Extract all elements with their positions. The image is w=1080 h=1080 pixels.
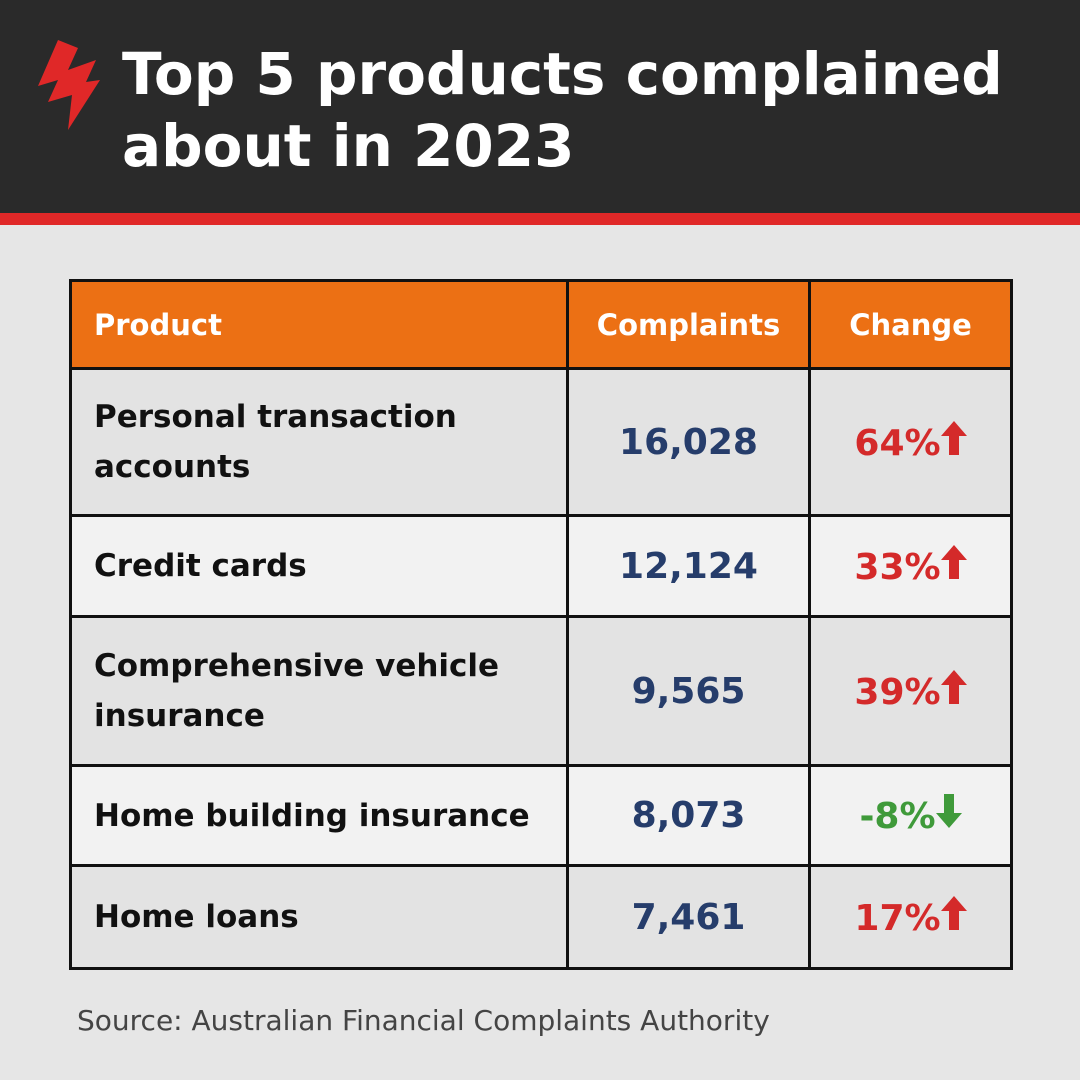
title: Top 5 products complained about in 2023 — [122, 40, 1003, 180]
header-stripe — [0, 213, 1080, 225]
header-bar — [0, 0, 1080, 213]
table-row: Home building insurance 8,073 -8% — [69, 764, 1013, 867]
source-note: Source: Australian Financial Complaints … — [77, 1004, 770, 1037]
logo — [38, 40, 100, 130]
product-cell: Credit cards — [69, 514, 569, 618]
column-header: Change — [808, 279, 1013, 370]
change-cell: -8% — [808, 764, 1013, 867]
change-text: -8% — [859, 796, 936, 837]
product-cell: Home loans — [69, 864, 569, 970]
table-row: Home loans 7,461 17% — [69, 864, 1013, 970]
complaints-cell: 16,028 — [566, 367, 811, 517]
table-row: Comprehensive vehicle insurance 9,565 39… — [69, 615, 1013, 767]
change-cell: 39% — [808, 615, 1013, 767]
change-text: 64% — [854, 422, 941, 464]
complaints-cell: 12,124 — [566, 514, 811, 618]
column-header: Product — [69, 279, 569, 370]
change-cell: 17% — [808, 864, 1013, 970]
complaints-cell: 9,565 — [566, 615, 811, 767]
complaints-table: Product Complaints Change Personal trans… — [69, 279, 1013, 970]
column-header: Complaints — [566, 279, 811, 370]
arrow-down — [935, 794, 962, 828]
change-text: 39% — [854, 671, 941, 713]
arrow-up — [940, 544, 967, 579]
arrow-up — [940, 895, 967, 930]
arrow-up — [940, 420, 967, 455]
product-cell: Comprehensive vehicle insurance — [69, 615, 569, 767]
change-text: 33% — [854, 546, 941, 588]
product-cell: Home building insurance — [69, 764, 569, 867]
table-row: Credit cards 12,124 33% — [69, 514, 1013, 618]
change-cell: 64% — [808, 367, 1013, 517]
arrow-up — [940, 669, 967, 704]
product-cell: Personal transaction accounts — [69, 367, 569, 517]
complaints-cell: 7,461 — [566, 864, 811, 970]
table-row: Personal transaction accounts 16,028 64% — [69, 367, 1013, 517]
complaints-cell: 8,073 — [566, 764, 811, 867]
header-row: Product Complaints Change — [69, 279, 1013, 370]
change-text: 17% — [854, 897, 941, 939]
change-cell: 33% — [808, 514, 1013, 618]
